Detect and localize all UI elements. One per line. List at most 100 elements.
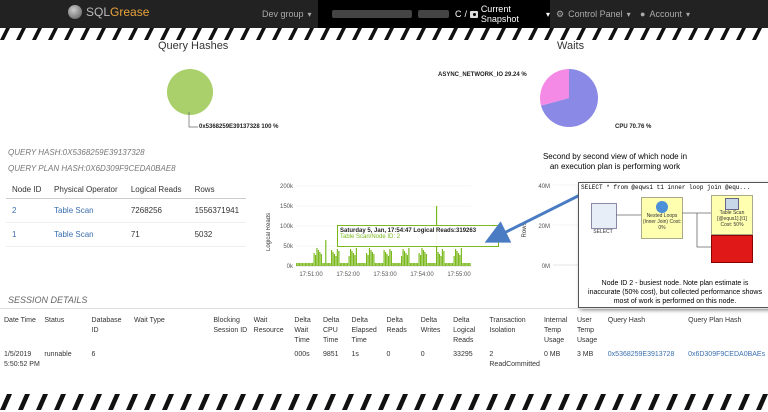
- session-header-row: Date Time Status Database ID Wait Type Block…: [2, 316, 768, 346]
- area-mark: [323, 263, 325, 266]
- area-mark: [411, 263, 413, 266]
- nav-account[interactable]: ● Account ▾: [640, 0, 690, 28]
- x-tick-label: 17:54:00: [410, 272, 434, 278]
- area-mark: [336, 249, 338, 266]
- table-row[interactable]: 1 Table Scan 71 5032: [6, 222, 246, 247]
- area-mark: [405, 253, 407, 266]
- query-hash-text: QUERY HASH:0X5368259E39137328: [8, 148, 145, 157]
- session-cell: [211, 346, 251, 374]
- tear-mark: [288, 394, 300, 410]
- session-details-title: SESSION DETAILS: [8, 295, 88, 305]
- nav-env-separator: /: [464, 9, 468, 19]
- nav-environment[interactable]: C / Current Snapshot ▾: [318, 0, 550, 28]
- tear-mark: [72, 394, 84, 410]
- area-mark: [430, 263, 432, 266]
- x-tick-label: 17:52:00: [336, 272, 360, 278]
- tear-mark: [18, 394, 30, 410]
- area-mark: [377, 263, 379, 266]
- session-cell: 9851: [322, 351, 339, 358]
- area-mark: [415, 263, 417, 266]
- area-mark: [455, 249, 457, 266]
- table-row[interactable]: 2 Table Scan 7268256 1556371941: [6, 198, 246, 223]
- nav-control-panel[interactable]: ⚙ Control Panel ▾: [556, 0, 631, 28]
- area-mark: [363, 263, 365, 266]
- operators-table: Node ID Physical Operator Logical Reads …: [6, 181, 246, 247]
- area-mark: [399, 263, 401, 266]
- hash-link[interactable]: 0x5368259E3913728: [607, 351, 675, 358]
- area-mark: [395, 263, 397, 266]
- tear-mark: [224, 28, 234, 40]
- tear-mark: [352, 28, 362, 40]
- torn-edge-bottom: [0, 392, 768, 412]
- tear-mark: [270, 394, 282, 410]
- tear-mark: [64, 28, 74, 40]
- node-id-link[interactable]: 1: [6, 222, 49, 247]
- area-mark: [316, 248, 318, 266]
- nav-control-panel-label: Control Panel: [568, 9, 623, 19]
- tear-mark: [378, 394, 390, 410]
- tear-mark: [336, 28, 346, 40]
- node-id-link[interactable]: 2: [6, 198, 49, 223]
- operator-link[interactable]: Table Scan: [48, 198, 125, 223]
- area-mark: [417, 263, 419, 266]
- pie-slice-cpu[interactable]: [541, 69, 598, 127]
- logo-icon: [68, 5, 82, 19]
- table-row[interactable]: 1/5/2019 5:50:52 PM runnable 6 000s 9851 1s 0 0…: [2, 346, 768, 374]
- area-mark: [389, 249, 391, 266]
- area-mark: [360, 263, 362, 266]
- app-logo[interactable]: SQLGrease: [68, 5, 149, 19]
- area-mark: [355, 248, 357, 266]
- session-cell: 0 MB: [543, 351, 561, 358]
- nav-account-label: Account: [649, 9, 682, 19]
- session-cell: 6: [91, 351, 96, 358]
- area-mark: [345, 263, 347, 266]
- rows-cell: 5032: [188, 222, 246, 247]
- area-mark: [326, 263, 328, 266]
- tear-mark: [96, 28, 106, 40]
- tear-mark: [414, 394, 426, 410]
- tear-mark: [612, 394, 624, 410]
- tear-mark: [368, 28, 378, 40]
- session-col-header: Delta Wait Time: [294, 317, 311, 344]
- session-col-header: Date Time: [4, 317, 36, 324]
- session-col-header: Delta CPU Time: [322, 317, 340, 344]
- tear-mark: [666, 394, 678, 410]
- area-mark: [350, 249, 352, 266]
- area-mark: [386, 254, 388, 266]
- table-scan-node-2: [711, 235, 753, 263]
- tear-mark: [738, 394, 750, 410]
- chevron-down-icon: ▾: [545, 9, 550, 19]
- tear-mark: [656, 28, 666, 40]
- table-scan-node: Table Scan [@equs1].[t1] Cost: 50%: [711, 195, 753, 235]
- y-tick-label: 150k: [280, 204, 294, 210]
- area-mark: [374, 263, 376, 266]
- tear-mark: [432, 28, 442, 40]
- area-mark: [351, 251, 353, 266]
- nav-dev-group[interactable]: Dev group ▾: [262, 0, 312, 28]
- rows-y-tick: 20M: [538, 224, 550, 230]
- tear-mark: [736, 28, 746, 40]
- session-col-header: Query Plan Hash: [688, 317, 742, 324]
- session-col-header: Internal Temp Usage: [543, 317, 568, 344]
- tear-mark: [704, 28, 714, 40]
- area-mark: [396, 263, 398, 266]
- area-mark: [459, 255, 461, 266]
- tear-mark: [160, 28, 170, 40]
- tear-mark: [396, 394, 408, 410]
- tear-mark: [0, 28, 10, 40]
- cpu-slice-label: CPU 70.76 %: [615, 124, 652, 130]
- redacted-db: [417, 10, 449, 18]
- session-cell: 3 MB: [576, 351, 594, 358]
- area-mark: [313, 253, 315, 266]
- area-mark: [342, 263, 344, 266]
- tear-mark: [48, 28, 58, 40]
- operator-link[interactable]: Table Scan: [48, 222, 125, 247]
- area-mark: [382, 263, 384, 266]
- pie-slice-query-hash[interactable]: [167, 69, 213, 115]
- session-cell: 1s: [351, 351, 359, 358]
- chart-tooltip: Saturday 5, Jan, 17:54:47 Logical Reads:…: [337, 225, 499, 247]
- area-mark: [341, 263, 343, 266]
- col-rows: Rows: [188, 181, 246, 199]
- hash-link[interactable]: 0x6D309F9CEDA0BAEs: [688, 351, 766, 358]
- pie-slice-async-network-io[interactable]: [540, 69, 569, 106]
